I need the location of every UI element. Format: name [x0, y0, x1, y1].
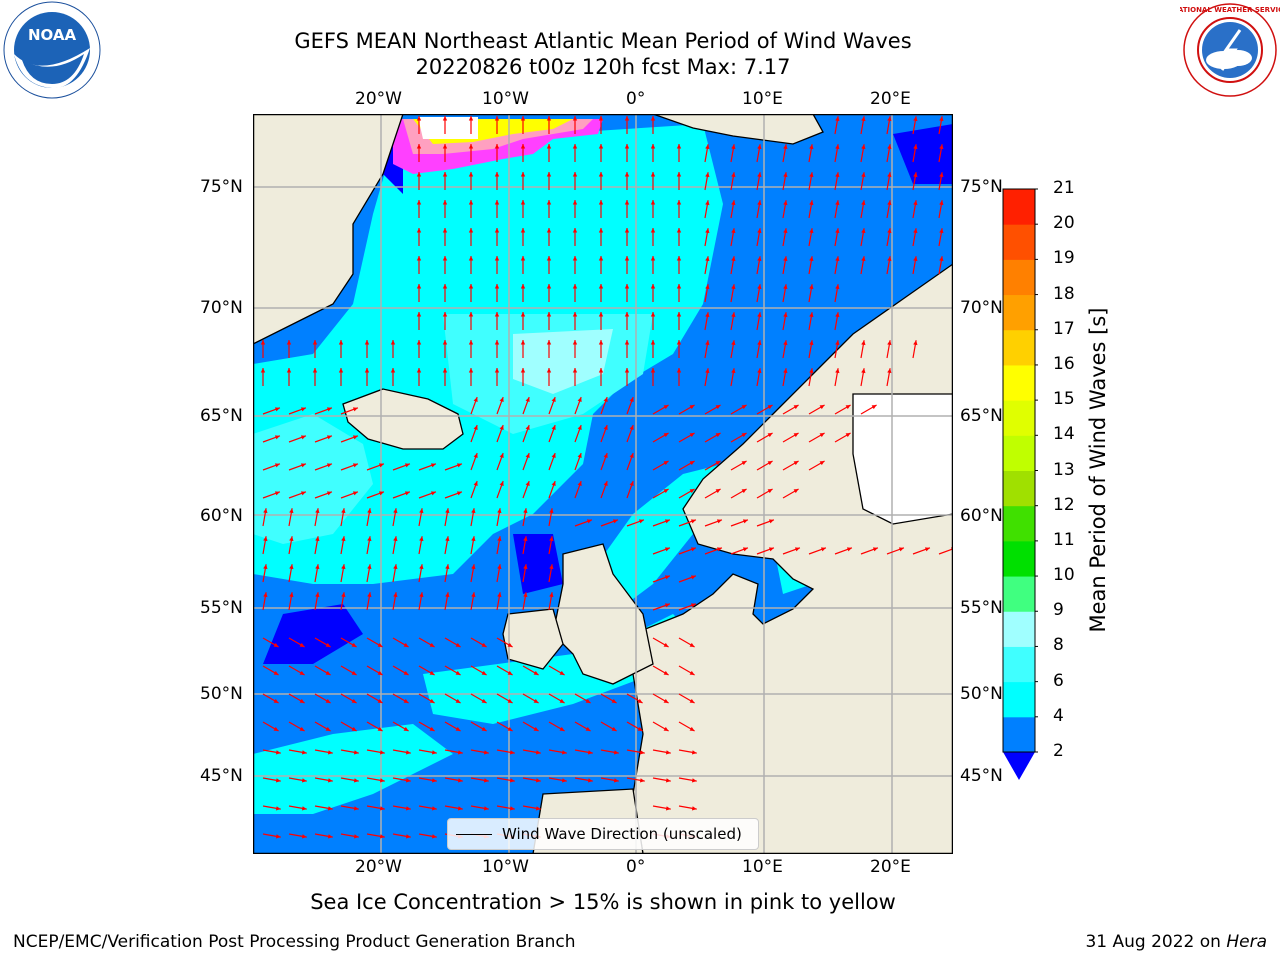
noaa-logo-text: NOAA — [28, 26, 77, 44]
colorbar-tick-label: 2 — [1053, 741, 1064, 761]
colorbar-segment — [1003, 505, 1035, 542]
lat-label-left: 70°N — [200, 298, 243, 318]
colorbar-segment — [1003, 681, 1035, 718]
lat-label-right: 75°N — [960, 177, 1003, 197]
lat-label-left: 65°N — [200, 406, 243, 426]
lon-label-top: 0° — [626, 89, 646, 109]
sea-ice-note: Sea Ice Concentration > 15% is shown in … — [310, 890, 896, 914]
nws-logo: NATIONAL WEATHER SERVICE — [1180, 3, 1280, 97]
colorbar-extend-arrow — [1003, 752, 1035, 780]
colorbar-segment — [1003, 435, 1035, 471]
scandinavia-ice — [852, 393, 953, 525]
lon-label-bottom: 20°W — [355, 857, 402, 877]
chart-subtitle: 20220826 t00z 120h fcst Max: 7.17 — [415, 55, 791, 79]
colorbar-title: Mean Period of Wind Waves [s] — [1086, 307, 1110, 633]
wind-wave-direction-arrows — [260, 116, 953, 839]
colorbar-segment — [1003, 611, 1035, 647]
colorbar-tick-label: 21 — [1053, 178, 1075, 198]
colorbar-tick-label: 15 — [1053, 389, 1075, 410]
colorbar-segment — [1003, 364, 1035, 401]
colorbar — [1002, 188, 1038, 780]
graticule — [253, 114, 953, 854]
colorbar-tick-label: 11 — [1053, 529, 1075, 550]
svalbard — [652, 114, 824, 145]
colorbar-segment — [1003, 224, 1035, 260]
lat-label-right: 55°N — [960, 598, 1003, 618]
colorbar-tick-label: 16 — [1053, 353, 1075, 374]
lon-label-top: 20°E — [870, 89, 911, 109]
lon-label-bottom: 10°E — [742, 857, 783, 877]
lon-label-bottom: 0° — [626, 857, 646, 877]
colorbar-tick-label: 19 — [1053, 248, 1075, 269]
colorbar-segment — [1003, 646, 1035, 683]
colorbar-segment — [1003, 329, 1035, 366]
great-britain — [552, 543, 654, 685]
lat-label-left: 60°N — [200, 506, 243, 526]
map-frame — [253, 114, 953, 854]
greenland — [253, 114, 404, 345]
lat-label-right: 60°N — [960, 506, 1003, 526]
colorbar-tick-label: 12 — [1053, 494, 1075, 515]
colorbar-segment — [1003, 576, 1035, 612]
colorbar-tick-label: 20 — [1053, 213, 1075, 234]
colorbar-segment — [1003, 400, 1035, 436]
colorbar-segment — [1003, 540, 1035, 577]
lon-label-bottom: 10°W — [482, 857, 529, 877]
lat-label-left: 75°N — [200, 177, 243, 197]
colorbar-tick-label: 8 — [1053, 635, 1064, 656]
land — [253, 114, 953, 854]
lat-label-right: 50°N — [960, 684, 1003, 704]
lon-label-bottom: 20°E — [870, 857, 911, 877]
lat-label-right: 70°N — [960, 298, 1003, 318]
lat-label-right: 45°N — [960, 766, 1003, 786]
colorbar-segment — [1003, 470, 1035, 507]
colorbar-segment — [1003, 189, 1035, 225]
footer-credit: NCEP/EMC/Verification Post Processing Pr… — [13, 932, 576, 952]
colorbar-tick-label: 6 — [1053, 670, 1064, 691]
lon-label-top: 20°W — [355, 89, 402, 109]
lat-label-left: 45°N — [200, 766, 243, 786]
lon-label-top: 10°E — [742, 89, 783, 109]
colorbar-tick-label: 10 — [1053, 565, 1075, 586]
map-panel — [253, 114, 953, 854]
noaa-logo: NOAA — [3, 1, 101, 99]
chart-title: GEFS MEAN Northeast Atlantic Mean Period… — [294, 29, 912, 53]
colorbar-segment — [1003, 259, 1035, 296]
iceland — [342, 388, 464, 450]
footer-host: Hera — [1226, 932, 1267, 952]
map-legend: Wind Wave Direction (unscaled) — [447, 818, 759, 850]
footer-date: 31 Aug 2022 on Hera — [1085, 932, 1267, 952]
colorbar-tick-label: 13 — [1053, 459, 1075, 480]
lon-label-top: 10°W — [482, 89, 529, 109]
legend-label: Wind Wave Direction (unscaled) — [502, 825, 742, 843]
colorbar-tick-label: 17 — [1053, 318, 1075, 339]
lat-label-left: 55°N — [200, 598, 243, 618]
ireland — [502, 608, 564, 670]
colorbar-segment — [1003, 294, 1035, 331]
colorbar-tick-label: 9 — [1053, 600, 1064, 621]
legend-line-icon — [456, 833, 492, 835]
lat-label-left: 50°N — [200, 684, 243, 704]
colorbar-tick-label: 14 — [1053, 424, 1075, 445]
lat-label-right: 65°N — [960, 406, 1003, 426]
colorbar-segment — [1003, 716, 1035, 753]
colorbar-tick-label: 18 — [1053, 283, 1075, 304]
colorbar-tick-label: 4 — [1053, 705, 1064, 726]
nws-logo-text: NATIONAL WEATHER SERVICE — [1180, 6, 1280, 14]
